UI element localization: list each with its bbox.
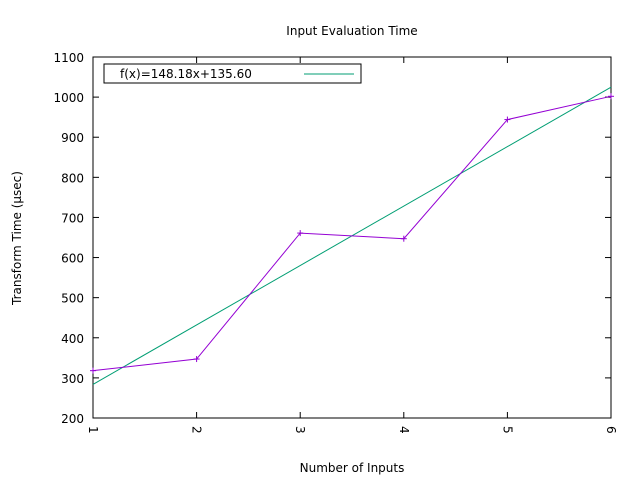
y-axis-ticks: 200 300 400 500 600 700 800 900 1000 1100 (53, 51, 611, 426)
y-tick-label: 600 (61, 252, 84, 266)
data-point (608, 93, 614, 100)
legend: f(x)=148.18x+135.60 (103, 63, 362, 84)
x-tick-label: 2 (190, 426, 204, 434)
data-point (90, 367, 96, 374)
series-line-measured (92, 95, 612, 372)
data-point (504, 116, 511, 123)
data-point (400, 235, 407, 242)
chart-title: Input Evaluation Time (286, 24, 417, 38)
x-tick-label: 5 (500, 426, 514, 434)
legend-label-fit: f(x)=148.18x+135.60 (120, 67, 252, 81)
x-axis-ticks: 1 2 3 4 5 6 (86, 57, 618, 434)
x-tick-label: 6 (604, 426, 618, 434)
y-tick-label: 400 (61, 332, 84, 346)
y-tick-label: 1000 (53, 91, 84, 105)
x-tick-label: 1 (86, 426, 100, 434)
y-tick-label: 200 (61, 412, 84, 426)
y-tick-label: 300 (61, 372, 84, 386)
y-axis-label: Transform Time (µsec) (10, 171, 24, 306)
y-tick-label: 800 (61, 171, 84, 185)
x-tick-label: 3 (293, 426, 307, 434)
y-tick-label: 900 (61, 131, 84, 145)
x-tick-label: 4 (397, 426, 411, 434)
x-axis-label: Number of Inputs (300, 461, 405, 475)
plot-frame (92, 56, 612, 419)
y-tick-label: 500 (61, 292, 84, 306)
data-point (193, 356, 200, 363)
series-layer (90, 86, 614, 385)
legend-box (103, 63, 362, 84)
data-point (297, 230, 304, 237)
y-tick-label: 700 (61, 211, 84, 225)
y-tick-label: 1100 (53, 51, 84, 65)
